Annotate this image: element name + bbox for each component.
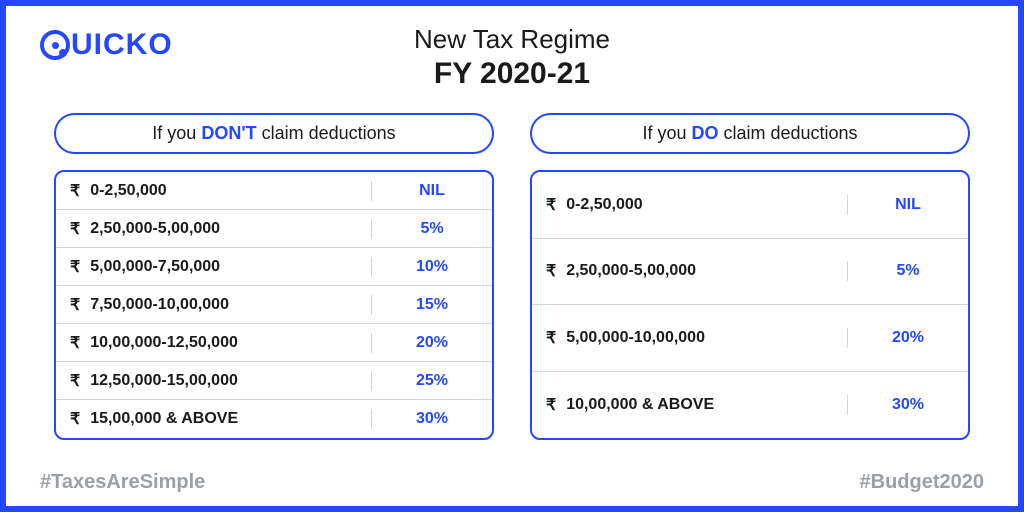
table-row: ₹12,50,000-15,00,000 25% [56, 362, 492, 400]
pill-prefix: If you [152, 123, 201, 143]
table-row: ₹5,00,000-7,50,000 10% [56, 248, 492, 286]
rate-value: 15% [372, 296, 492, 314]
pill-suffix: claim deductions [257, 123, 396, 143]
column-with-deductions: If you DO claim deductions ₹0-2,50,000 NI… [530, 113, 970, 440]
table-row: ₹7,50,000-10,00,000 15% [56, 286, 492, 324]
tax-table-right: ₹0-2,50,000 NIL ₹2,50,000-5,00,000 5% ₹5,0… [530, 170, 970, 440]
column-no-deductions: If you DON'T claim deductions ₹0-2,50,00… [54, 113, 494, 440]
rupee-icon: ₹ [70, 333, 80, 353]
comparison-columns: If you DON'T claim deductions ₹0-2,50,00… [34, 113, 990, 440]
pill-emphasis: DO [691, 123, 718, 143]
rupee-icon: ₹ [546, 195, 556, 215]
header-pill-left: If you DON'T claim deductions [54, 113, 494, 154]
table-row: ₹15,00,000 & ABOVE 30% [56, 400, 492, 438]
rupee-icon: ₹ [70, 371, 80, 391]
table-row: ₹10,00,000 & ABOVE 30% [532, 372, 968, 439]
range-value: 2,50,000-5,00,000 [90, 220, 220, 238]
table-row: ₹2,50,000-5,00,000 5% [56, 210, 492, 248]
rate-value: 10% [372, 258, 492, 276]
rate-value: 25% [372, 372, 492, 390]
rate-value: 5% [848, 262, 968, 280]
pill-emphasis: DON'T [201, 123, 256, 143]
rupee-icon: ₹ [546, 261, 556, 281]
logo-text: UICKO [71, 28, 173, 62]
rate-value: 30% [372, 410, 492, 428]
rupee-icon: ₹ [70, 295, 80, 315]
rupee-icon: ₹ [70, 257, 80, 277]
rate-value: 20% [372, 334, 492, 352]
range-value: 5,00,000-10,00,000 [566, 329, 705, 347]
range-value: 10,00,000 & ABOVE [566, 396, 714, 414]
range-value: 2,50,000-5,00,000 [566, 262, 696, 280]
hashtag-right: #Budget2020 [860, 471, 985, 494]
range-value: 5,00,000-7,50,000 [90, 258, 220, 276]
header-pill-right: If you DO claim deductions [530, 113, 970, 154]
rupee-icon: ₹ [546, 395, 556, 415]
table-row: ₹2,50,000-5,00,000 5% [532, 239, 968, 306]
infographic-frame: UICKO New Tax Regime FY 2020-21 If you D… [0, 0, 1024, 512]
table-row: ₹0-2,50,000 NIL [56, 172, 492, 210]
page-title: New Tax Regime [34, 24, 990, 55]
range-value: 0-2,50,000 [90, 182, 167, 200]
table-row: ₹0-2,50,000 NIL [532, 172, 968, 239]
range-value: 7,50,000-10,00,000 [90, 296, 229, 314]
rate-value: NIL [848, 196, 968, 214]
page-subtitle: FY 2020-21 [34, 57, 990, 91]
rate-value: 5% [372, 220, 492, 238]
rupee-icon: ₹ [70, 219, 80, 239]
range-value: 10,00,000-12,50,000 [90, 334, 238, 352]
range-value: 0-2,50,000 [566, 196, 643, 214]
pill-prefix: If you [642, 123, 691, 143]
pill-suffix: claim deductions [718, 123, 857, 143]
hashtag-left: #TaxesAreSimple [40, 471, 205, 494]
rate-value: NIL [372, 182, 492, 200]
table-row: ₹10,00,000-12,50,000 20% [56, 324, 492, 362]
rupee-icon: ₹ [70, 409, 80, 429]
logo-q-icon [40, 30, 70, 60]
range-value: 12,50,000-15,00,000 [90, 372, 238, 390]
brand-logo: UICKO [40, 28, 173, 62]
rupee-icon: ₹ [70, 181, 80, 201]
rate-value: 20% [848, 329, 968, 347]
title-block: New Tax Regime FY 2020-21 [34, 24, 990, 91]
rate-value: 30% [848, 396, 968, 414]
range-value: 15,00,000 & ABOVE [90, 410, 238, 428]
rupee-icon: ₹ [546, 328, 556, 348]
table-row: ₹5,00,000-10,00,000 20% [532, 305, 968, 372]
tax-table-left: ₹0-2,50,000 NIL ₹2,50,000-5,00,000 5% ₹5,0… [54, 170, 494, 440]
